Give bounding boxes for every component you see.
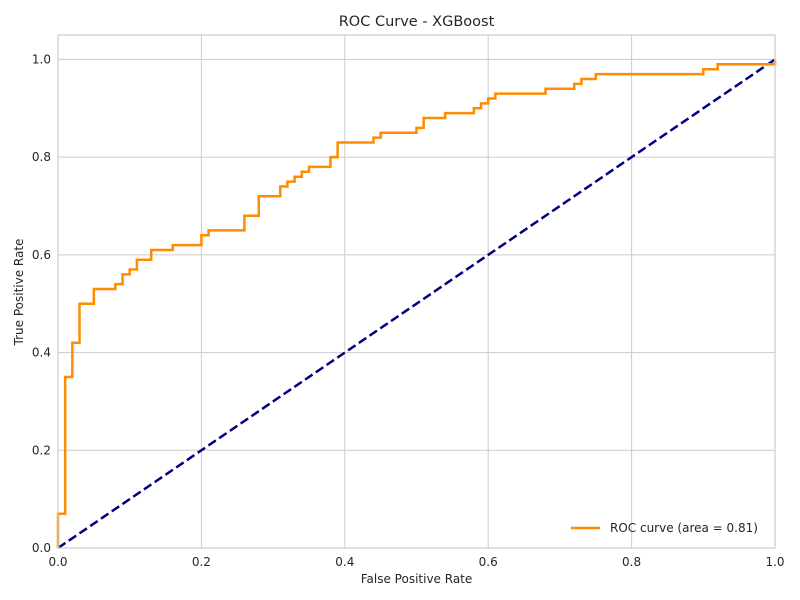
y-tick-label: 0.4 [32, 346, 51, 360]
x-tick-label: 0.8 [622, 555, 641, 569]
x-tick-label: 0.0 [48, 555, 67, 569]
y-tick-label: 0.0 [32, 541, 51, 555]
y-axis-label: True Positive Rate [12, 239, 26, 347]
axes-frame [57, 34, 776, 549]
random-classifier-line [57, 58, 776, 550]
x-tick-label: 0.6 [479, 555, 498, 569]
x-tick-label: 0.2 [192, 555, 211, 569]
x-tick-labels: 0.0 0.2 0.4 0.6 0.8 1.0 [48, 555, 784, 569]
x-axis-label: False Positive Rate [361, 572, 473, 586]
x-tick-label: 0.4 [335, 555, 354, 569]
series-lines [56, 58, 777, 550]
legend-label: ROC curve (area = 0.81) [610, 521, 758, 535]
x-tick-label: 1.0 [765, 555, 784, 569]
y-tick-label: 0.8 [32, 150, 51, 164]
legend: ROC curve (area = 0.81) [571, 521, 758, 535]
y-tick-label: 1.0 [32, 52, 51, 66]
chart-title: ROC Curve - XGBoost [339, 14, 495, 30]
y-tick-label: 0.2 [32, 443, 51, 457]
y-tick-labels: 0.0 0.2 0.4 0.6 0.8 1.0 [32, 52, 51, 555]
y-tick-label: 0.6 [32, 248, 51, 262]
grid-lines [57, 35, 776, 549]
roc-curve-line [56, 59, 777, 548]
